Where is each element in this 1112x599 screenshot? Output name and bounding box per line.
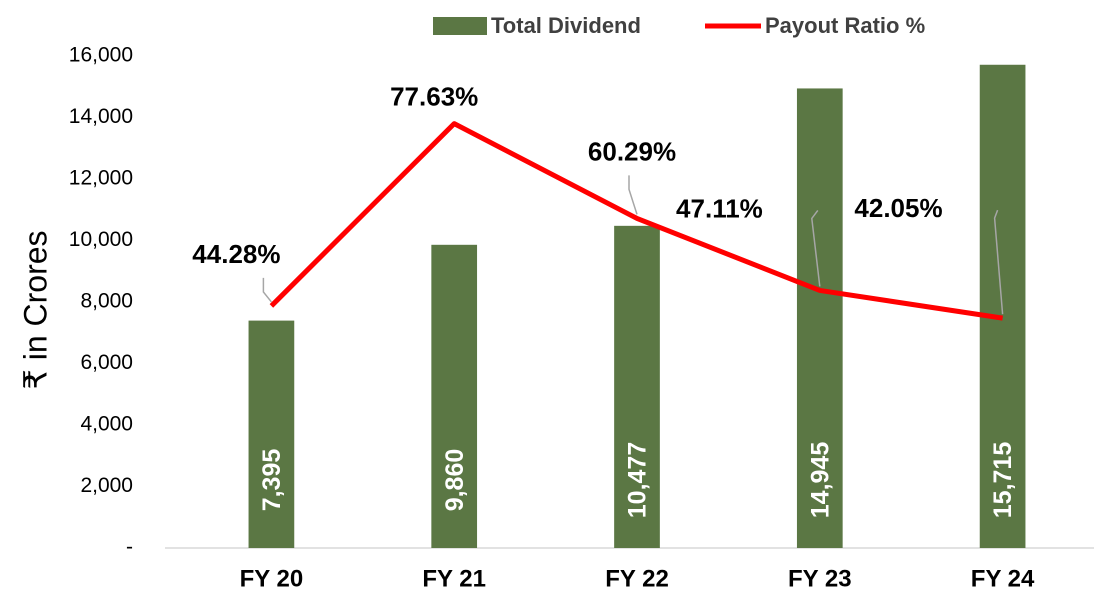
- bar-value-label: 14,945: [806, 442, 834, 519]
- leader-line: [628, 175, 638, 215]
- x-tick-label: FY 21: [422, 565, 486, 592]
- x-tick-label: FY 22: [605, 565, 669, 592]
- bar: [431, 244, 478, 548]
- leader-line: [811, 210, 821, 287]
- bar-value-label: 10,477: [624, 442, 652, 518]
- line-value-label: 47.11%: [676, 193, 763, 223]
- legend-label: Payout Ratio %: [765, 13, 925, 38]
- line-value-label: 42.05%: [854, 193, 942, 223]
- y-tick-label: 6,000: [80, 351, 133, 374]
- bar: [796, 88, 843, 548]
- y-tick-label: -: [126, 536, 133, 559]
- bar: [248, 320, 295, 548]
- bar: [614, 225, 660, 548]
- leader-line: [993, 209, 1004, 315]
- x-tick-label: FY 23: [788, 565, 852, 592]
- y-tick-label: 12,000: [69, 167, 133, 190]
- x-tick-label: FY 20: [240, 565, 304, 592]
- y-tick-label: 16,000: [69, 44, 133, 67]
- x-tick-label: FY 24: [971, 565, 1035, 592]
- legend-swatch: [433, 17, 487, 35]
- y-tick-label: 8,000: [80, 290, 133, 313]
- y-tick-label: 10,000: [69, 228, 133, 251]
- bar-value-label: 9,860: [441, 449, 469, 512]
- y-tick-label: 14,000: [69, 105, 133, 128]
- line-series: [269, 121, 1003, 321]
- y-axis-title: ₹ in Crores: [17, 230, 53, 389]
- leader-line: [262, 277, 272, 303]
- y-tick-label: 4,000: [80, 413, 133, 436]
- y-tick-label: 2,000: [80, 474, 133, 497]
- bar-value-label: 15,715: [989, 442, 1017, 519]
- line-value-label: 60.29%: [588, 136, 676, 166]
- line-value-label: 77.63%: [390, 81, 478, 111]
- bar-value-label: 7,395: [258, 449, 286, 512]
- legend-label: Total Dividend: [491, 13, 641, 38]
- line-value-label: 44.28%: [192, 239, 280, 269]
